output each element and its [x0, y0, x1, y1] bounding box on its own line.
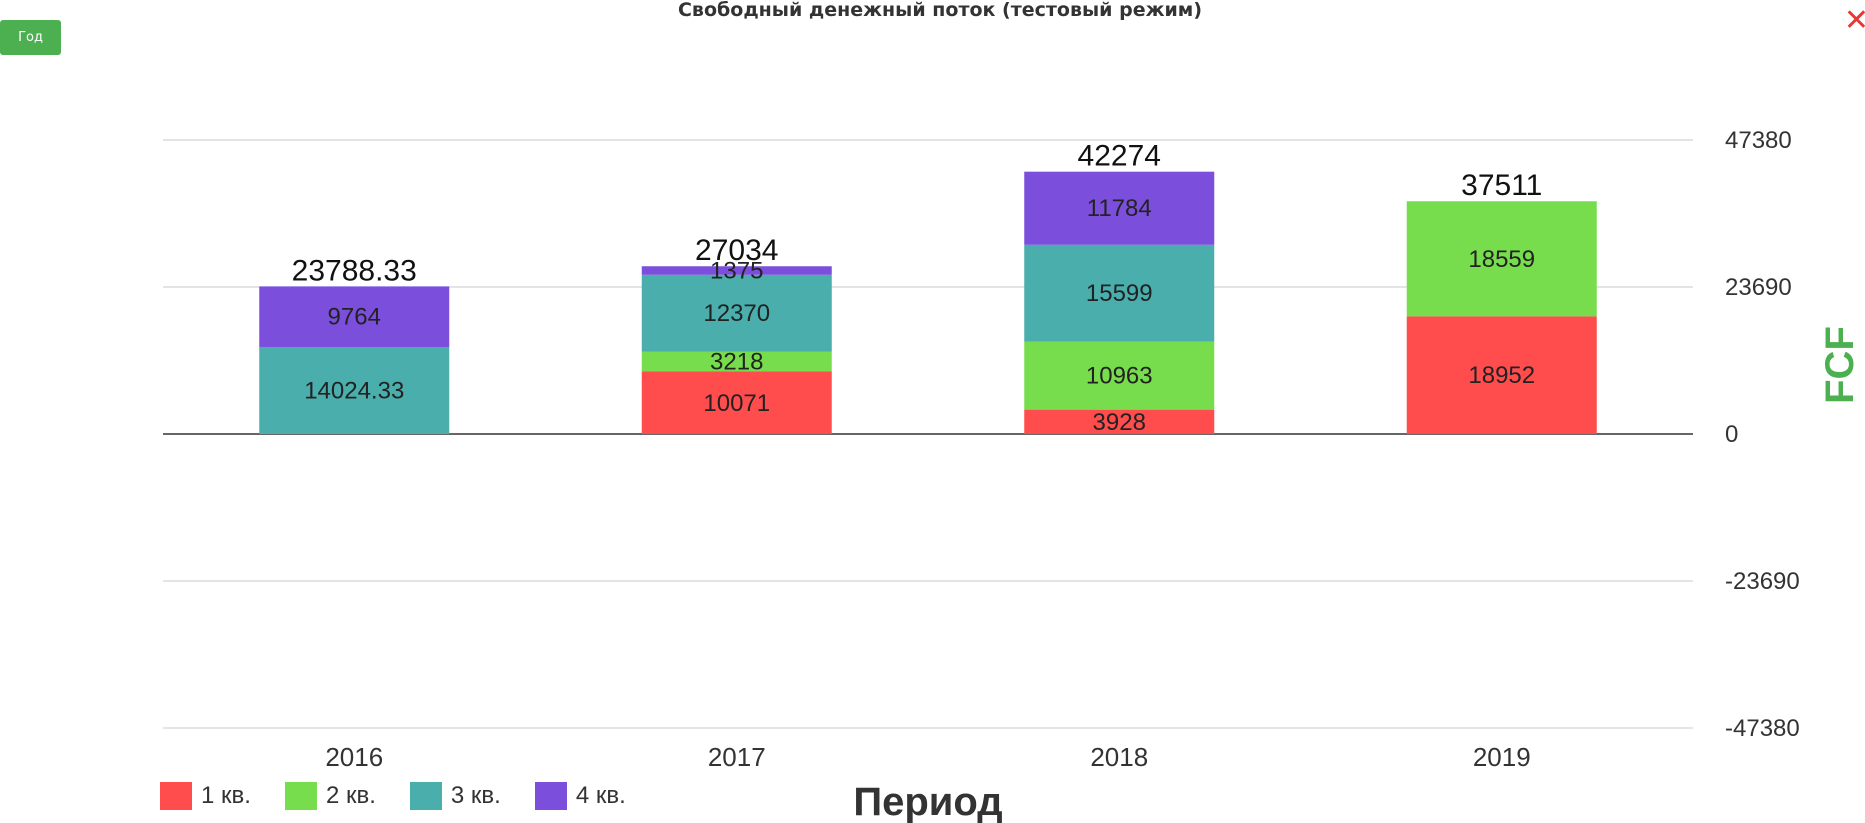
data-label: 11784 — [1087, 195, 1152, 222]
y-tick-label: 47380 — [1725, 127, 1792, 154]
data-label: 15599 — [1086, 280, 1153, 307]
bar-segment-q2 — [1024, 341, 1215, 410]
bar-segment-q4 — [259, 286, 450, 347]
data-label: 18559 — [1468, 246, 1535, 273]
close-icon[interactable]: ✕ — [1843, 3, 1865, 38]
bar-segment-q3 — [259, 346, 450, 434]
data-label: 1375 — [710, 258, 763, 285]
x-tick-label: 2019 — [1473, 742, 1531, 772]
bar-total-label: 23788.33 — [292, 254, 417, 287]
legend-swatch-q3 — [409, 782, 442, 810]
bar-segment-q4 — [1024, 171, 1215, 245]
data-label: 12370 — [703, 300, 770, 327]
bar-segment-q2 — [641, 351, 832, 372]
legend-swatch-q1 — [160, 782, 192, 810]
bar-segment-q2 — [1406, 201, 1597, 317]
y-axis-title: FCF — [1818, 326, 1862, 404]
bar-total-label: 37511 — [1461, 169, 1542, 202]
legend-label-q2: 2 кв. — [325, 782, 376, 809]
legend-item-q3[interactable]: 3 кв. — [409, 782, 501, 810]
bar-segment-q1 — [1406, 316, 1597, 434]
x-axis-title: Период — [853, 780, 1002, 823]
data-label: 3218 — [710, 349, 763, 376]
legend-item-q4[interactable]: 4 кв. — [534, 782, 626, 810]
chart-legend: 1 кв. 2 кв. 3 кв. 4 кв. — [160, 780, 660, 812]
bar-segment-q1 — [1024, 409, 1215, 434]
bar-segment-q3 — [641, 274, 832, 352]
y-tick-label: 0 — [1725, 421, 1738, 448]
data-label: 3928 — [1093, 409, 1146, 436]
period-year-button[interactable]: Год — [0, 20, 61, 55]
data-label: 10963 — [1086, 363, 1153, 390]
x-tick-label: 2018 — [1090, 742, 1148, 772]
y-tick-label: 23690 — [1725, 274, 1792, 301]
legend-item-q2[interactable]: 2 кв. — [284, 782, 376, 810]
bar-segment-q4 — [641, 266, 832, 275]
x-tick-label: 2017 — [708, 742, 766, 772]
data-label: 9764 — [328, 304, 381, 331]
bar-segment-q3 — [1024, 244, 1215, 342]
data-label: 10071 — [703, 390, 770, 417]
data-label: 18952 — [1468, 362, 1535, 389]
legend-label-q1: 1 кв. — [201, 782, 251, 809]
data-label: 14024.33 — [304, 377, 404, 404]
x-tick-label: 2016 — [325, 742, 383, 772]
bar-total-label: 42274 — [1078, 140, 1161, 173]
bar-total-label: 27034 — [695, 234, 778, 267]
legend-label-q3: 3 кв. — [450, 782, 501, 809]
legend-label-q4: 4 кв. — [575, 782, 626, 809]
y-tick-label: -47380 — [1725, 715, 1800, 742]
bar-segment-q1 — [641, 371, 832, 434]
chart-title: Свободный денежный поток (тестовый режим… — [677, 0, 1203, 21]
legend-swatch-q2 — [284, 782, 317, 810]
legend-item-q1[interactable]: 1 кв. — [160, 782, 251, 810]
y-tick-label: -23690 — [1725, 568, 1800, 595]
legend-swatch-q4 — [534, 782, 567, 810]
